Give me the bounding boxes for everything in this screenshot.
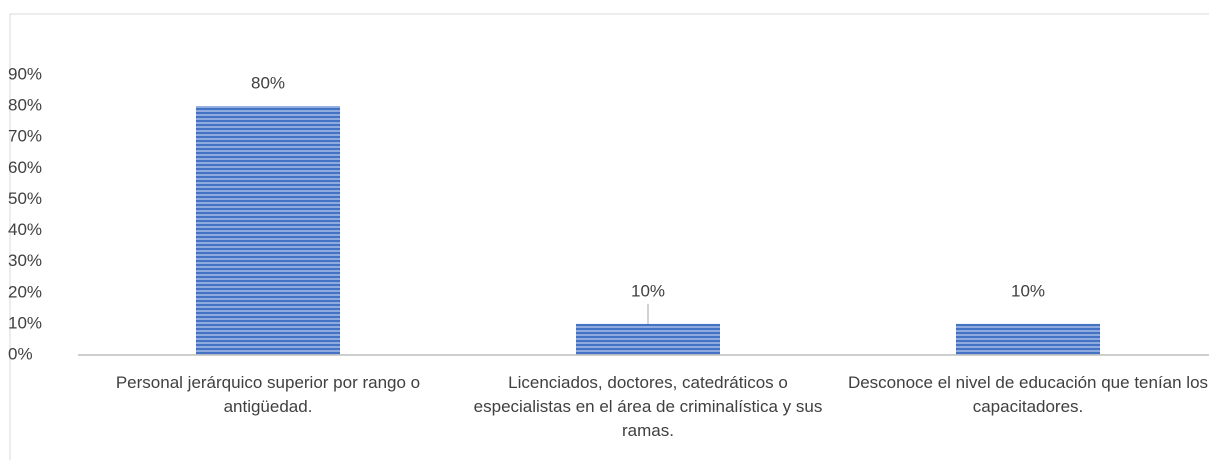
bar (576, 323, 720, 355)
chart-border (9, 13, 1209, 460)
x-tick-label: Personal jerárquico superior por rango o… (116, 373, 420, 416)
y-tick-label: 20% (8, 282, 42, 301)
bar (196, 106, 340, 355)
y-tick-label: 70% (8, 127, 42, 146)
y-tick-label: 60% (8, 158, 42, 177)
data-label: 10% (631, 281, 665, 300)
y-tick-label: 30% (8, 251, 42, 270)
data-label: 80% (251, 74, 285, 93)
x-tick-label: Desconoce el nivel de educación que tení… (848, 373, 1208, 416)
bar (956, 323, 1100, 355)
y-tick-label: 0% (8, 344, 33, 363)
y-tick-label: 40% (8, 220, 42, 239)
y-tick-label: 50% (8, 189, 42, 208)
y-tick-label: 80% (8, 96, 42, 115)
y-tick-label: 90% (8, 64, 42, 83)
x-tick-label: Licenciados, doctores, catedráticos o esp… (474, 373, 823, 440)
data-label: 10% (1011, 281, 1045, 300)
y-tick-label: 10% (8, 313, 42, 332)
